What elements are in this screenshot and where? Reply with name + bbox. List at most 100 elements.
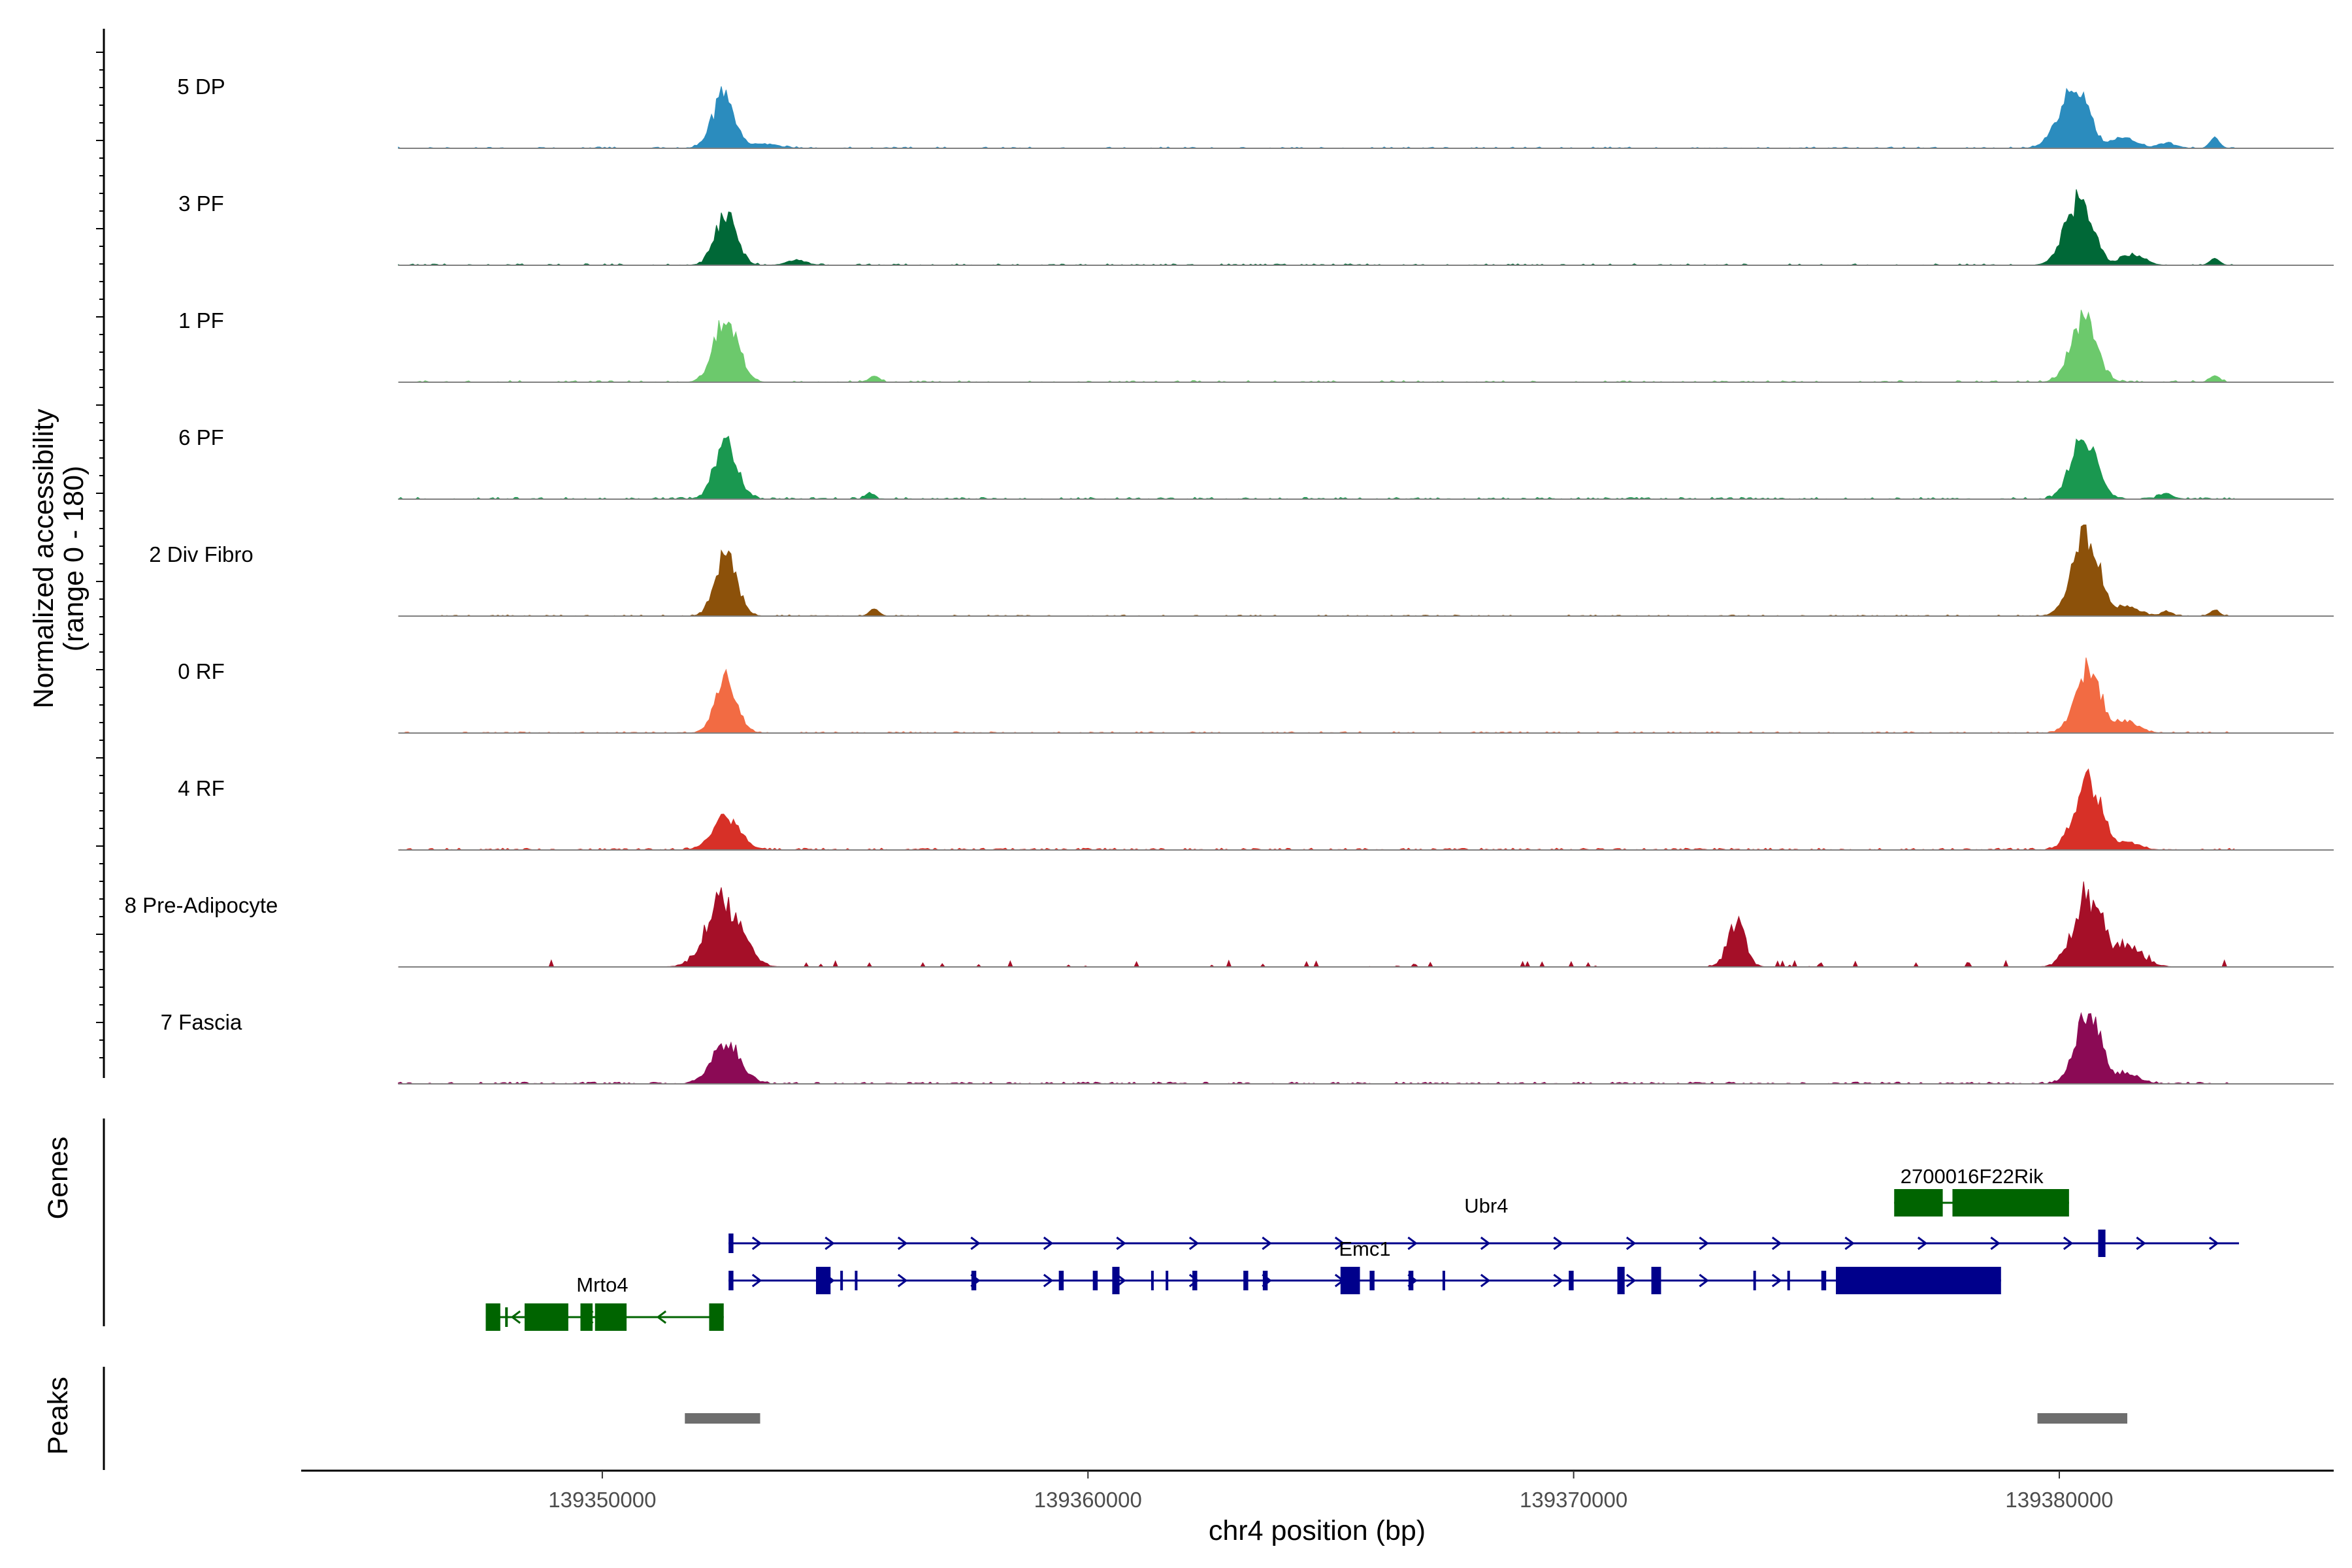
track-label: 8 Pre-Adipocyte bbox=[125, 893, 278, 917]
exon bbox=[1952, 1189, 2069, 1217]
track-1: 3 PF bbox=[178, 189, 2334, 266]
strand-arrow bbox=[1699, 1273, 1709, 1288]
strand-arrow bbox=[1553, 1273, 1563, 1288]
strand-arrow bbox=[1844, 1236, 1855, 1250]
strand-arrow bbox=[897, 1236, 908, 1250]
x-axis-ticks: 139350000 139360000 139370000 139380000 bbox=[548, 1471, 2114, 1512]
exon bbox=[595, 1303, 627, 1331]
exon bbox=[1442, 1271, 1445, 1290]
strand-arrow bbox=[1990, 1236, 2001, 1250]
exon bbox=[580, 1303, 593, 1331]
exon bbox=[840, 1271, 843, 1290]
strand-arrow bbox=[1116, 1236, 1126, 1250]
gene-label: Emc1 bbox=[1339, 1237, 1390, 1260]
exon bbox=[1787, 1271, 1790, 1290]
strand-arrow bbox=[825, 1236, 835, 1250]
strand-arrow bbox=[510, 1310, 521, 1324]
strand-arrow bbox=[1480, 1273, 1491, 1288]
strand-arrow bbox=[1699, 1236, 1709, 1250]
track-7: 8 Pre-Adipocyte bbox=[125, 881, 2334, 968]
exon bbox=[728, 1271, 734, 1290]
strand-arrow bbox=[1625, 1273, 1637, 1288]
exon bbox=[1092, 1271, 1098, 1290]
strand-arrow bbox=[751, 1236, 762, 1250]
exon bbox=[505, 1307, 508, 1327]
track-label: 7 Fascia bbox=[161, 1010, 242, 1034]
strand-arrow bbox=[1771, 1236, 1782, 1250]
coverage-tracks: 5 DP 3 PF 1 PF 6 PF 2 Div Fibro 0 RF 4 RF 8 Pre… bbox=[125, 74, 2334, 1085]
strand-arrow bbox=[1407, 1236, 1418, 1250]
track-6: 4 RF bbox=[178, 768, 2334, 851]
x-tick-label: 139370000 bbox=[1520, 1488, 1627, 1512]
exon bbox=[815, 1267, 831, 1294]
exon bbox=[524, 1303, 568, 1331]
coverage-area bbox=[398, 768, 2235, 851]
coverage-area bbox=[398, 881, 2234, 968]
genes-panel-title: Genes bbox=[42, 1137, 74, 1220]
strand-arrow bbox=[751, 1273, 762, 1288]
exon bbox=[728, 1233, 734, 1253]
exon bbox=[1058, 1271, 1064, 1290]
gene-label: Ubr4 bbox=[1464, 1194, 1508, 1217]
strand-arrow bbox=[1043, 1236, 1054, 1250]
strand-arrow bbox=[1043, 1273, 1054, 1288]
gene-Mrto4: Mrto4 bbox=[485, 1273, 724, 1331]
strand-arrow bbox=[1188, 1236, 1200, 1250]
strand-arrow bbox=[1625, 1236, 1637, 1250]
x-axis-title: chr4 position (bp) bbox=[1209, 1515, 1426, 1546]
track-5: 0 RF bbox=[178, 657, 2334, 734]
gene-label: Mrto4 bbox=[576, 1273, 628, 1296]
track-4: 2 Div Fibro bbox=[149, 524, 2334, 617]
exon bbox=[971, 1271, 977, 1290]
peak-region bbox=[685, 1413, 760, 1424]
track-label: 4 RF bbox=[178, 776, 225, 800]
exon bbox=[1753, 1271, 1756, 1290]
exon bbox=[485, 1303, 500, 1331]
coverage-area bbox=[398, 435, 2235, 500]
exon bbox=[1151, 1271, 1154, 1290]
track-label: 1 PF bbox=[178, 308, 224, 333]
exon bbox=[1192, 1271, 1198, 1290]
track-label: 6 PF bbox=[178, 425, 224, 449]
gene-Emc1: Emc1 bbox=[728, 1237, 2001, 1294]
gene-label: 2700016F22Rik bbox=[1901, 1165, 2044, 1188]
track-label: 2 Div Fibro bbox=[149, 542, 253, 566]
coverage-area bbox=[398, 310, 2234, 383]
track-3: 6 PF bbox=[178, 425, 2334, 500]
track-2: 1 PF bbox=[178, 308, 2334, 383]
exon bbox=[1821, 1271, 1827, 1290]
track-label: 0 RF bbox=[178, 659, 225, 683]
strand-arrow bbox=[656, 1310, 666, 1324]
strand-arrow bbox=[2208, 1236, 2219, 1250]
exon bbox=[1369, 1271, 1375, 1290]
peak-region bbox=[2037, 1413, 2128, 1424]
exon bbox=[1836, 1267, 2001, 1294]
strand-arrow bbox=[970, 1236, 981, 1250]
exon bbox=[709, 1303, 724, 1331]
exon bbox=[855, 1271, 858, 1290]
coverage-area bbox=[398, 86, 2235, 149]
x-tick-label: 139350000 bbox=[548, 1488, 656, 1512]
track-0: 5 DP bbox=[177, 74, 2334, 149]
gene-2700016F22Rik: 2700016F22Rik bbox=[1894, 1165, 2069, 1217]
exon bbox=[1340, 1267, 1360, 1294]
peak-regions bbox=[685, 1413, 2128, 1424]
exon bbox=[1408, 1271, 1414, 1290]
y-axis-title: Normalized accessibility bbox=[28, 408, 59, 708]
strand-arrow bbox=[1917, 1236, 1928, 1250]
coverage-area bbox=[398, 1011, 2234, 1085]
exon bbox=[2098, 1230, 2106, 1257]
strand-arrow bbox=[1188, 1273, 1200, 1288]
strand-arrow bbox=[1334, 1236, 1345, 1250]
y-axis-subtitle: (range 0 - 180) bbox=[58, 466, 90, 651]
track-label: 5 DP bbox=[177, 74, 225, 99]
exon bbox=[1617, 1267, 1625, 1294]
strand-arrow bbox=[1262, 1236, 1272, 1250]
track-8: 7 Fascia bbox=[161, 1010, 2334, 1085]
exon bbox=[1112, 1267, 1120, 1294]
exon bbox=[1569, 1271, 1574, 1290]
gene-annotations: 2700016F22Rik Ubr4 Emc1 Mrto4 bbox=[485, 1165, 2240, 1331]
track-label: 3 PF bbox=[178, 191, 224, 216]
strand-arrow bbox=[2136, 1236, 2146, 1250]
